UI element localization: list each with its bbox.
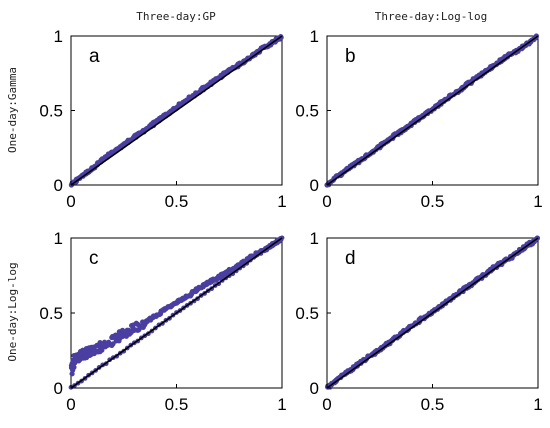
y-tick-label: 1 xyxy=(54,27,63,46)
y-tick-label: 0.5 xyxy=(39,102,63,121)
y-tick-label: 0.5 xyxy=(295,304,319,323)
y-tick-label: 0 xyxy=(310,176,319,195)
panels-group: 000.50.511a000.50.511b000.50.511c000.50.… xyxy=(39,27,542,414)
x-tick-label: 0 xyxy=(66,192,75,211)
row-title-top: One-day:Gamma xyxy=(6,67,19,153)
y-tick-label: 0 xyxy=(310,379,319,398)
y-tick-label: 1 xyxy=(310,229,319,248)
x-tick-label: 0.5 xyxy=(165,192,189,211)
x-tick-label: 0.5 xyxy=(421,192,445,211)
y-tick-label: 0 xyxy=(54,379,63,398)
panel-letter: d xyxy=(345,248,356,269)
x-tick-label: 0.5 xyxy=(165,395,189,414)
y-tick-label: 0.5 xyxy=(39,304,63,323)
panel-b: 00 0.5 0.5 1 1 b xyxy=(295,27,542,211)
x-tick-label: 1 xyxy=(277,192,286,211)
column-title-left: Three-day:GP xyxy=(136,10,216,23)
x-tick-label: 1 xyxy=(277,395,286,414)
panel-letter: a xyxy=(89,46,100,67)
panel-d: 00 0.5 0.5 1 1 d xyxy=(295,229,542,414)
y-tick-label: 1 xyxy=(54,229,63,248)
column-title-right: Three-day:Log-log xyxy=(375,10,488,23)
reference-line xyxy=(70,237,283,389)
x-tick-label: 0 xyxy=(322,192,331,211)
x-tick-label: 0.5 xyxy=(421,395,445,414)
panel-letter: c xyxy=(89,248,99,269)
reference-line xyxy=(326,35,539,186)
row-title-bottom: One-day:Log-log xyxy=(6,262,19,361)
x-tick-label: 0 xyxy=(66,395,75,414)
y-tick-label: 1 xyxy=(310,27,319,46)
x-tick-label: 0 xyxy=(322,395,331,414)
scatter-point xyxy=(72,358,78,364)
scatter-point xyxy=(99,347,105,353)
reference-line xyxy=(70,35,283,186)
y-tick-label: 0.5 xyxy=(295,102,319,121)
x-tick-label: 1 xyxy=(533,192,542,211)
x-tick-label: 1 xyxy=(533,395,542,414)
panel-a: 00 0.5 0.5 1 1 a xyxy=(39,27,286,211)
reference-line xyxy=(326,237,539,389)
panel-c: 00 0.5 0.5 1 1 c xyxy=(39,229,286,414)
scatter-point xyxy=(97,340,103,346)
panel-letter: b xyxy=(345,46,356,67)
y-tick-label: 0 xyxy=(54,176,63,195)
